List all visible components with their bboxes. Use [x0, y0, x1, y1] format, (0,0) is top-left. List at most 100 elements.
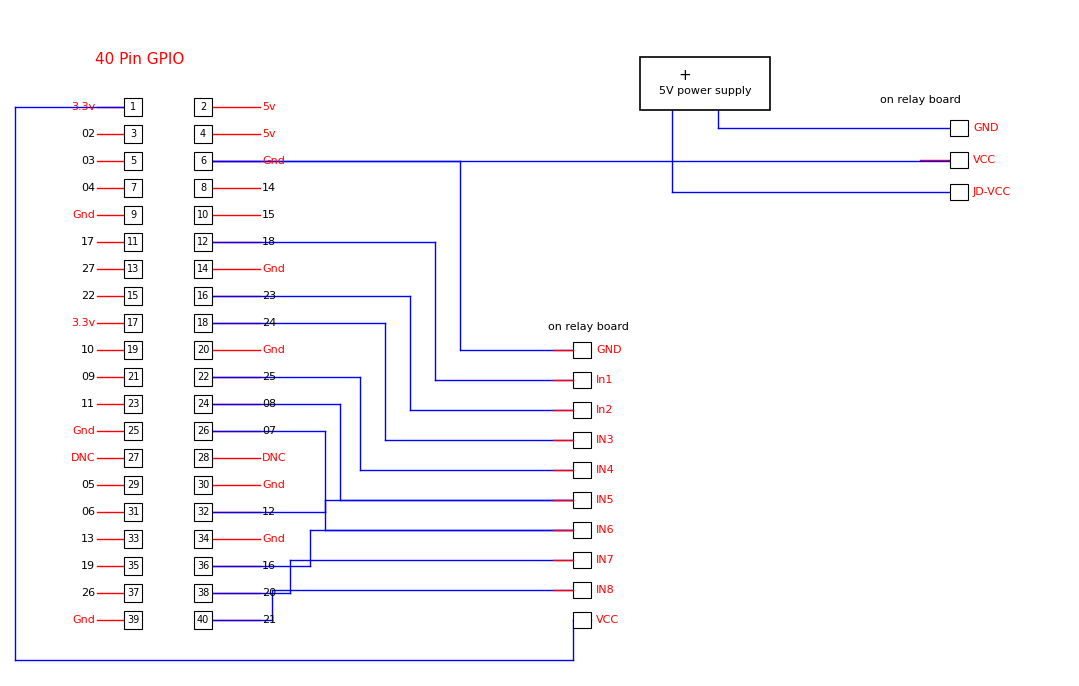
Bar [124, 287, 142, 305]
Text: 05: 05 [81, 480, 95, 490]
Bar [950, 184, 968, 200]
Bar [194, 476, 211, 494]
Text: 12: 12 [262, 507, 276, 517]
Text: 5v: 5v [262, 102, 275, 112]
Bar [194, 233, 211, 251]
Text: GND: GND [973, 123, 998, 133]
Text: Gnd: Gnd [262, 264, 285, 274]
Bar [124, 368, 142, 386]
Text: 6: 6 [200, 156, 206, 166]
Text: 4: 4 [200, 129, 206, 139]
Text: 8: 8 [200, 183, 206, 193]
Text: +: + [679, 68, 692, 83]
Text: 38: 38 [196, 588, 209, 598]
Text: 3.3v: 3.3v [71, 102, 95, 112]
Bar [194, 584, 211, 602]
Bar [573, 552, 591, 568]
Bar [194, 503, 211, 521]
Text: 16: 16 [196, 291, 209, 301]
Text: 10: 10 [196, 210, 209, 220]
Bar [124, 152, 142, 170]
Text: 36: 36 [196, 561, 209, 571]
Bar [124, 584, 142, 602]
Text: 3.3v: 3.3v [71, 318, 95, 328]
Bar [124, 206, 142, 224]
Bar [573, 342, 591, 358]
Text: 27: 27 [81, 264, 95, 274]
Bar [124, 260, 142, 278]
Text: 40 Pin GPIO: 40 Pin GPIO [95, 53, 185, 67]
Text: 19: 19 [127, 345, 139, 355]
Bar [194, 422, 211, 440]
Text: 11: 11 [81, 399, 95, 409]
Text: 25: 25 [262, 372, 276, 382]
Bar [573, 462, 591, 478]
Bar [573, 612, 591, 628]
Text: 15: 15 [127, 291, 139, 301]
Bar [124, 530, 142, 548]
Text: IN5: IN5 [596, 495, 615, 505]
Bar [194, 530, 211, 548]
Bar [194, 611, 211, 629]
Text: 26: 26 [196, 426, 209, 436]
Bar [194, 98, 211, 116]
Text: 23: 23 [262, 291, 276, 301]
Text: 23: 23 [127, 399, 139, 409]
Bar [950, 152, 968, 168]
Text: 5v: 5v [262, 129, 275, 139]
Text: IN3: IN3 [596, 435, 615, 445]
Text: 17: 17 [127, 318, 139, 328]
Bar [573, 432, 591, 448]
Text: Gnd: Gnd [72, 615, 95, 625]
Text: IN4: IN4 [596, 465, 615, 475]
Bar [194, 395, 211, 413]
Bar [124, 611, 142, 629]
Text: 35: 35 [127, 561, 139, 571]
Text: GND: GND [596, 345, 622, 355]
Text: 03: 03 [81, 156, 95, 166]
Text: 07: 07 [262, 426, 276, 436]
Text: 21: 21 [127, 372, 139, 382]
Text: 10: 10 [81, 345, 95, 355]
Bar [573, 372, 591, 388]
Text: DNC: DNC [262, 453, 287, 463]
Text: on relay board: on relay board [548, 322, 629, 332]
Bar [124, 449, 142, 467]
Bar [194, 206, 211, 224]
Bar [950, 120, 968, 136]
Text: 2: 2 [200, 102, 206, 112]
Text: In1: In1 [596, 375, 613, 385]
Bar [124, 233, 142, 251]
Text: 13: 13 [127, 264, 139, 274]
Bar [194, 287, 211, 305]
Bar [124, 395, 142, 413]
Text: 9: 9 [129, 210, 136, 220]
Text: 7: 7 [129, 183, 136, 193]
Bar [124, 476, 142, 494]
Bar [194, 557, 211, 575]
Bar [124, 503, 142, 521]
Bar [640, 57, 770, 110]
Text: 17: 17 [81, 237, 95, 247]
Text: 29: 29 [127, 480, 139, 490]
Text: 31: 31 [127, 507, 139, 517]
Text: 20: 20 [262, 588, 276, 598]
Text: In2: In2 [596, 405, 614, 415]
Bar [194, 314, 211, 332]
Text: VCC: VCC [596, 615, 619, 625]
Text: 22: 22 [196, 372, 209, 382]
Text: 3: 3 [129, 129, 136, 139]
Text: 16: 16 [262, 561, 276, 571]
Bar [124, 98, 142, 116]
Bar [194, 125, 211, 143]
Text: Gnd: Gnd [262, 480, 285, 490]
Text: 18: 18 [262, 237, 276, 247]
Bar [124, 341, 142, 359]
Bar [194, 368, 211, 386]
Bar [194, 260, 211, 278]
Text: 27: 27 [126, 453, 139, 463]
Text: 33: 33 [127, 534, 139, 544]
Text: Gnd: Gnd [262, 534, 285, 544]
Bar [194, 341, 211, 359]
Text: 5: 5 [129, 156, 136, 166]
